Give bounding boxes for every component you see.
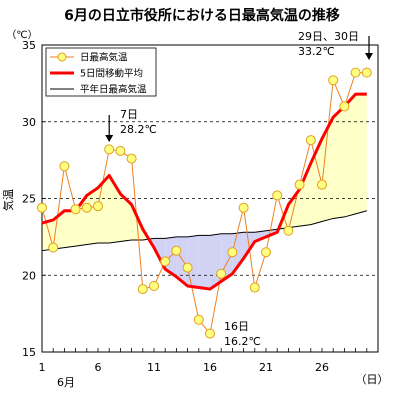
legend-swatch-marker xyxy=(57,52,67,62)
below-normal-fill xyxy=(221,233,233,282)
data-point xyxy=(205,328,215,339)
data-point xyxy=(81,202,92,213)
x-tick-label: 1 xyxy=(39,361,46,374)
above-normal-fill xyxy=(299,163,311,227)
data-point xyxy=(104,144,115,155)
data-point xyxy=(115,145,126,156)
y-tick-label: 30 xyxy=(22,116,36,129)
data-point xyxy=(93,201,103,212)
series-line-normal xyxy=(41,210,367,252)
annotation-arrow-7 xyxy=(105,115,114,142)
above-normal-fill xyxy=(53,210,65,250)
above-normal-fill xyxy=(86,187,98,245)
x-tick-label: 6 xyxy=(95,361,102,374)
data-point xyxy=(137,284,148,295)
chart-title: 6月の日立市役所における日最高気温の推移 xyxy=(64,7,340,24)
plot-area: 1 6 11 16 21 261520253035日最高気温5日間移動平均平年日最高気温7… xyxy=(22,30,379,374)
above-normal-fill xyxy=(42,219,54,251)
data-point xyxy=(305,135,316,146)
annotation-value-16: 16.2℃ xyxy=(224,335,261,348)
below-normal-fill xyxy=(198,235,210,290)
y-axis-unit: （℃） xyxy=(6,29,37,41)
data-point xyxy=(261,247,271,258)
data-point xyxy=(339,101,350,112)
x-axis: 1 6 11 16 21 26 xyxy=(39,348,379,374)
above-normal-fill xyxy=(322,117,334,222)
data-point xyxy=(361,67,372,78)
legend-label: 日最高気温 xyxy=(80,52,128,64)
series-markers xyxy=(37,67,372,339)
data-point xyxy=(249,282,260,293)
above-normal-fill xyxy=(109,175,121,244)
data-point xyxy=(193,314,204,325)
y-tick-label: 15 xyxy=(22,346,36,359)
annotations: 7日 28.2℃ 16日 16.2℃ 29日、30日 33.2℃ xyxy=(105,30,373,348)
annotation-arrow-head xyxy=(105,135,114,142)
data-point xyxy=(328,75,339,86)
data-point xyxy=(317,179,327,190)
annotation-day-7: 7日 xyxy=(120,108,138,121)
y-tick-label: 25 xyxy=(22,193,36,206)
legend-label: 平年日最高気温 xyxy=(80,84,147,96)
data-point xyxy=(350,67,361,78)
data-point xyxy=(149,280,159,291)
data-point xyxy=(182,262,193,273)
y-tick-label: 20 xyxy=(22,269,36,282)
annotation-day-16: 16日 xyxy=(224,320,249,333)
series-line-moving-average xyxy=(41,92,367,291)
legend-label: 5日間移動平均 xyxy=(80,68,143,80)
y-axis-label: 気温 xyxy=(1,189,15,211)
y-tick-label: 35 xyxy=(22,39,36,52)
data-point xyxy=(294,179,305,190)
data-point xyxy=(59,161,70,172)
x-tick-label: 11 xyxy=(147,361,161,374)
data-point xyxy=(283,225,294,236)
data-point xyxy=(48,242,59,253)
gridlines xyxy=(42,121,378,276)
annotation-value-29-30: 33.2℃ xyxy=(298,45,335,58)
data-point xyxy=(160,256,171,267)
annotation-day-29-30: 29日、30日 xyxy=(298,30,359,43)
x-tick-label: 21 xyxy=(259,361,273,374)
legend-item: 日最高気温 xyxy=(50,52,128,64)
data-point xyxy=(126,153,137,164)
x-tick-label: 26 xyxy=(315,361,329,374)
data-point xyxy=(227,247,238,258)
above-normal-fill xyxy=(355,94,367,214)
x-axis-month: 6月 xyxy=(57,376,75,389)
data-point xyxy=(238,202,249,213)
annotation-value-7: 28.2℃ xyxy=(120,123,157,136)
above-normal-fill xyxy=(120,193,132,242)
data-point xyxy=(272,190,283,201)
data-point xyxy=(37,202,47,213)
above-normal-fill xyxy=(64,210,76,248)
annotation-arrow-29 xyxy=(365,36,373,60)
legend-item: 5日間移動平均 xyxy=(50,68,143,80)
x-axis-unit: （日） xyxy=(356,373,389,386)
annotation-arrow-head xyxy=(365,53,373,60)
data-point xyxy=(171,245,182,256)
below-normal-fill xyxy=(187,235,199,288)
data-point xyxy=(216,268,227,279)
above-normal-fill xyxy=(344,94,356,217)
y-axis: 15 20 25 30 35 xyxy=(22,39,46,359)
legend-item: 平年日最高気温 xyxy=(50,84,147,96)
x-tick-label: 16 xyxy=(203,361,217,374)
above-normal-fill xyxy=(333,106,345,219)
data-point xyxy=(70,204,81,215)
